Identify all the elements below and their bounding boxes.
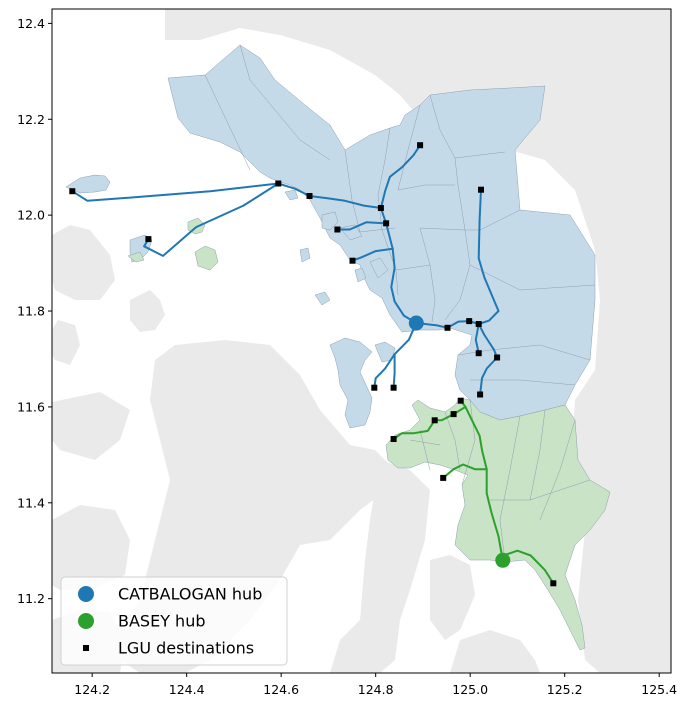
lgu-destination-marker (383, 220, 390, 227)
lgu-destination-marker (275, 180, 282, 187)
routes-layer (71, 144, 555, 585)
lgu-destination-marker (494, 354, 501, 361)
lgu-destination-marker (371, 384, 378, 391)
lgu-destination-marker (390, 384, 397, 391)
y-tick-label: 11.4 (17, 495, 45, 510)
x-tick-label: 124.4 (169, 682, 205, 697)
lgu-destination-marker (69, 188, 76, 195)
route-line-13 (459, 399, 504, 562)
route-line-15 (442, 463, 488, 479)
y-tick-label: 11.8 (17, 304, 45, 319)
y-tick-label: 12.2 (17, 112, 45, 127)
legend-label-catbalogan-hub: CATBALOGAN hub (118, 585, 262, 604)
y-tick-label: 11.2 (17, 591, 45, 606)
lgu-destination-marker (431, 417, 438, 424)
y-tick-label: 12.4 (17, 16, 45, 31)
x-axis: 124.2 124.4 124.6 124.8 125.0 125.2 125.4 (74, 673, 677, 697)
lgu-destination-marker (478, 186, 484, 193)
y-tick-label: 11.6 (17, 399, 45, 414)
lgu-destination-marker (475, 350, 482, 357)
route-line-11 (392, 353, 396, 389)
legend-marker-basey-hub (78, 613, 94, 629)
legend-label-basey-hub: BASEY hub (118, 612, 205, 631)
route-line-9 (474, 323, 480, 355)
legend: CATBALOGAN hub BASEY hub LGU destination… (60, 576, 288, 666)
x-tick-label: 125.4 (641, 682, 677, 697)
legend-marker-lgu-destinations (83, 645, 89, 651)
legend-marker-catbalogan-hub (78, 586, 94, 602)
lgu-destination-marker (349, 257, 356, 264)
y-tick-label: 12.0 (17, 208, 45, 223)
lgu-destination-marker (377, 205, 384, 211)
lgu-destination-marker (444, 324, 451, 331)
route-line-5 (351, 247, 394, 262)
route-line-2 (71, 182, 280, 202)
lgu-destination-marker (475, 321, 482, 327)
destinations-layer (69, 142, 557, 587)
legend-label-lgu-destinations: LGU destinations (118, 639, 254, 658)
route-line-4 (336, 221, 388, 231)
hubs-layer (408, 315, 511, 568)
lgu-destination-marker (334, 226, 341, 233)
lgu-destination-marker (390, 436, 397, 442)
catbalogan-hub-marker (408, 315, 424, 331)
x-tick-label: 124.8 (358, 682, 394, 697)
lgu-destination-marker (477, 391, 484, 398)
axes-frame (51, 8, 672, 674)
x-tick-label: 125.0 (452, 682, 488, 697)
route-line-6 (379, 144, 422, 209)
lgu-destination-marker (457, 397, 464, 404)
basey-lgu-boundaries (409, 399, 591, 563)
lgu-destination-marker (466, 318, 473, 325)
x-tick-label: 125.2 (547, 682, 583, 697)
lgu-destination-marker (145, 236, 152, 243)
lgu-destination-marker (450, 411, 457, 418)
route-line-10 (373, 322, 418, 389)
legend-box (60, 576, 288, 666)
x-tick-label: 124.6 (263, 682, 299, 697)
lgu-destination-marker (306, 193, 313, 199)
y-axis: 11.2 11.4 11.6 11.8 12.0 12.2 12.4 (17, 16, 52, 606)
basey-hub-marker (495, 552, 511, 568)
lgu-destination-marker (550, 580, 557, 587)
lgu-destination-marker (417, 142, 424, 149)
route-line-3 (143, 182, 280, 257)
x-tick-label: 124.2 (74, 682, 110, 697)
lgu-destination-marker (440, 474, 447, 481)
